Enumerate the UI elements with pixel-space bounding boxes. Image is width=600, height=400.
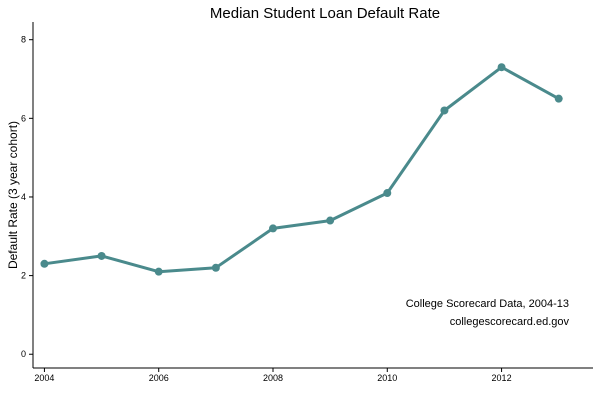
- series-line: [42, 65, 561, 274]
- y-tick-label: 4: [21, 192, 26, 202]
- y-tick-label: 2: [21, 271, 26, 281]
- x-tick-label: 2008: [263, 373, 283, 383]
- x-tick-label: 2012: [492, 373, 512, 383]
- data-point: [326, 216, 335, 225]
- y-tick-label: 6: [21, 113, 26, 123]
- data-point: [383, 189, 392, 198]
- plot-area: [40, 63, 563, 276]
- data-point: [497, 63, 506, 72]
- x-tick-label: 2010: [377, 373, 397, 383]
- data-point: [440, 106, 449, 115]
- x-tick-label: 2004: [34, 373, 54, 383]
- x-axis-ticks: 2004 2006 2008 2010 2012: [34, 368, 512, 383]
- data-point: [269, 224, 277, 233]
- y-axis-ticks: 0 2 4 6 8: [21, 35, 33, 359]
- y-tick-label: 8: [21, 35, 26, 45]
- data-point: [211, 263, 220, 272]
- source-annotation: College Scorecard Data, 2004-13: [406, 298, 569, 310]
- data-point: [40, 259, 49, 268]
- chart-title: Median Student Loan Default Rate: [210, 5, 440, 22]
- data-point: [554, 94, 563, 103]
- data-point: [97, 251, 106, 260]
- data-point: [154, 267, 163, 276]
- y-tick-label: 0: [21, 349, 26, 359]
- url-annotation: collegescorecard.ed.gov: [450, 316, 570, 328]
- x-tick-label: 2006: [149, 373, 169, 383]
- y-axis-label: Default Rate (3 year cohort): [6, 121, 20, 269]
